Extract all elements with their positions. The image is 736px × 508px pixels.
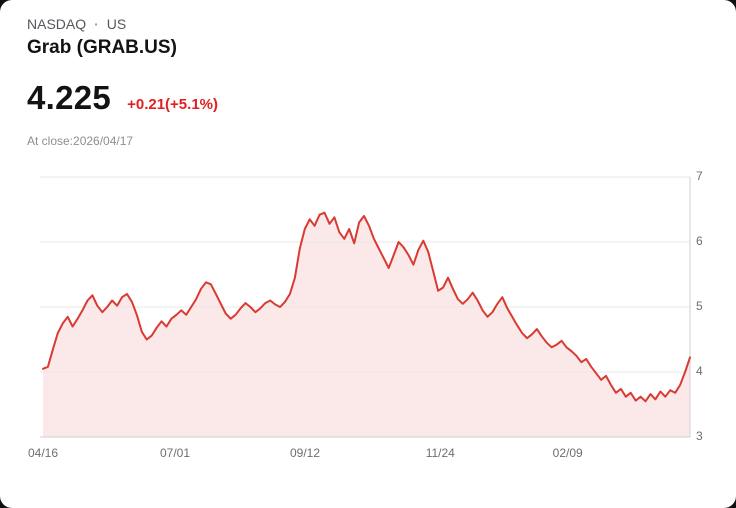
price-value: 4.225: [27, 79, 112, 116]
price-row: 4.225 +0.21(+5.1%): [27, 79, 218, 117]
exchange-label: NASDAQ: [27, 16, 87, 32]
close-note: At close:2026/04/17: [27, 134, 134, 148]
stock-name: Grab (GRAB.US): [27, 37, 177, 58]
y-axis-tick-label: 6: [696, 234, 703, 248]
quote-header: NASDAQ · US Grab (GRAB.US) 4.225 +0.21(+…: [27, 16, 218, 148]
separator-dot: ·: [94, 16, 99, 32]
region-label: US: [106, 16, 127, 32]
price-chart[interactable]: 7 6 5 4 3 04/16 07/01 09/12 11/24 02/09: [0, 160, 736, 490]
y-axis-tick-label: 4: [696, 364, 703, 378]
price-line: [42, 211, 691, 403]
x-axis-tick-label: 04/16: [28, 446, 58, 460]
x-axis-tick-label: 07/01: [160, 446, 190, 460]
y-axis-tick-label: 7: [696, 169, 703, 183]
x-axis-tick-label: 11/24: [426, 446, 455, 460]
y-axis-tick-label: 5: [696, 299, 703, 313]
price-change: +0.21(+5.1%): [127, 96, 218, 113]
exchange-row: NASDAQ · US: [27, 16, 218, 32]
y-axis-tick-label: 3: [696, 429, 703, 443]
area-fill: [43, 212, 690, 437]
x-axis-tick-label: 02/09: [553, 446, 583, 460]
x-axis-tick-label: 09/12: [290, 446, 320, 460]
